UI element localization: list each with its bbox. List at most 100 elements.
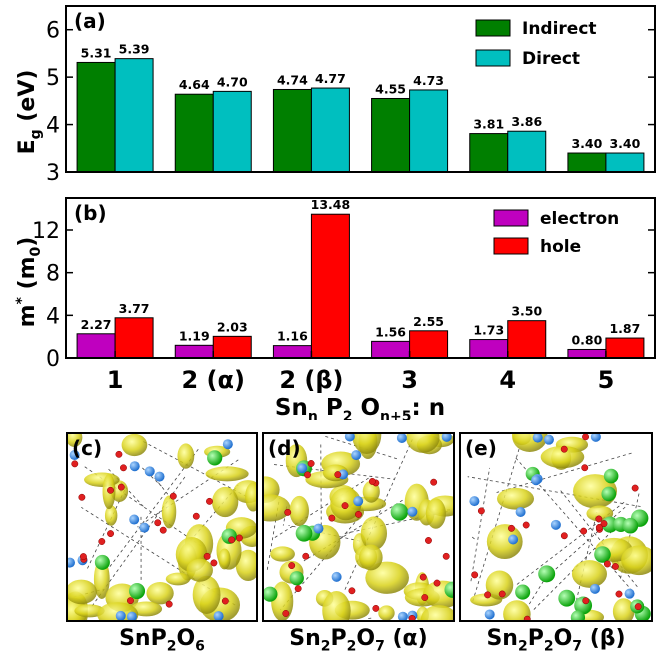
o-atom <box>71 460 79 468</box>
o-atom <box>421 594 429 601</box>
svg-text:Eg (eV): Eg (eV) <box>15 70 44 155</box>
p-atom <box>531 475 542 486</box>
sn-atom <box>444 581 453 598</box>
o-atom <box>582 434 589 441</box>
p-atom <box>69 450 80 461</box>
sn-atom <box>128 582 146 600</box>
charge-density-lobe <box>68 579 97 605</box>
p-atom <box>353 496 364 507</box>
bond-line <box>515 501 625 587</box>
bandgap-ylabel-main: E <box>15 139 40 154</box>
legend-label-hole: hole <box>540 237 581 257</box>
xtick-label: 2 (α) <box>182 366 245 394</box>
charge-density-lobe <box>360 516 388 551</box>
o-atom <box>154 519 162 527</box>
bar-direct <box>310 87 350 173</box>
bar-value-label: 4.55 <box>375 81 406 96</box>
o-atom <box>294 585 302 593</box>
bar-value-label: 5.31 <box>81 45 112 60</box>
ytick-label: 8 <box>46 262 60 287</box>
bar-value-label: 3.81 <box>473 117 504 132</box>
sn-atom <box>601 486 617 502</box>
bond-line <box>109 448 199 568</box>
bar-indirect <box>567 152 607 173</box>
charge-density-lobe <box>358 544 383 571</box>
p-atom <box>139 522 150 533</box>
o-atom <box>107 530 115 538</box>
structure-caption-e: Sn2P2O7 (β) <box>486 626 626 655</box>
bar-electron <box>469 339 509 359</box>
o-atom <box>408 614 416 620</box>
bond-line <box>470 467 491 582</box>
o-atom <box>615 590 623 598</box>
bar-electron <box>76 333 116 359</box>
p-atom <box>213 611 224 620</box>
bar-direct <box>409 89 449 173</box>
sn-atom <box>390 503 409 521</box>
o-atom <box>634 603 642 611</box>
o-atom <box>117 483 125 491</box>
o-atom <box>78 493 86 501</box>
bar-electron <box>272 345 312 359</box>
charge-density-lobe <box>621 545 651 576</box>
charge-density-lobe <box>485 570 514 600</box>
charge-density-lobe <box>271 581 294 620</box>
bar-value-label: 13.48 <box>311 197 351 212</box>
ytick-label: 0 <box>46 347 60 372</box>
o-atom <box>334 471 342 479</box>
mass-panel-label: (b) <box>74 201 107 225</box>
bond-line <box>280 517 360 611</box>
charge-density-lobe <box>289 495 309 527</box>
mass-bar-labels: 2.27 1.19 1.16 1.56 1.73 0.80 3.77 2.03 13.48 2.5… <box>81 197 641 347</box>
bar-value-label: 2.03 <box>217 319 248 334</box>
o-atom <box>210 559 218 567</box>
charge-density-lobe <box>245 482 256 512</box>
o-atom <box>328 514 336 522</box>
bond-line <box>574 512 598 607</box>
o-atom <box>98 538 106 545</box>
bar-hole <box>507 320 547 359</box>
bar-indirect <box>272 88 312 173</box>
bar-value-label: 4.74 <box>277 72 308 87</box>
x-axis-title: Snn P2 On+5: n <box>275 395 445 420</box>
o-atom <box>282 610 290 617</box>
p-atom <box>344 434 355 442</box>
o-atom <box>477 507 485 515</box>
svg-text:m* (m0): m* (m0) <box>14 237 44 328</box>
o-atom <box>580 527 588 535</box>
ytick-label: 5 <box>46 66 60 91</box>
bar-value-label: 3.86 <box>511 114 542 129</box>
o-atom <box>120 464 127 472</box>
structure-image-e <box>467 434 651 620</box>
bar-value-label: 4.77 <box>315 71 346 86</box>
bar-hole <box>114 317 154 359</box>
legend-swatch-electron <box>493 209 529 227</box>
bandgap-bars <box>76 58 645 173</box>
bar-indirect <box>76 61 116 173</box>
o-atom <box>206 497 213 505</box>
p-atom <box>313 523 324 534</box>
o-atom <box>159 526 167 534</box>
structure-panel-c: (c) <box>66 432 258 622</box>
p-atom <box>129 514 140 525</box>
p-atom <box>396 434 407 443</box>
bar-hole <box>409 330 449 359</box>
bond-line <box>87 489 126 569</box>
bar-value-label: 1.56 <box>375 324 406 339</box>
bond-line <box>142 467 162 487</box>
legend-label-electron: electron <box>540 209 619 229</box>
sn-atom <box>538 565 556 583</box>
o-atom <box>107 486 114 494</box>
o-atom <box>165 600 173 608</box>
bar-direct <box>212 90 252 173</box>
charge-density-lobe <box>612 598 635 620</box>
bar-hole <box>605 337 645 359</box>
charge-density-lobe <box>264 494 291 522</box>
bar-direct <box>507 130 547 173</box>
bar-value-label: 2.55 <box>413 314 444 329</box>
bar-hole <box>212 335 252 359</box>
mass-ylabel: m* (m0) <box>14 237 44 328</box>
charge-density-lobe <box>74 604 105 618</box>
o-atom <box>631 484 639 492</box>
o-atom <box>582 597 590 605</box>
